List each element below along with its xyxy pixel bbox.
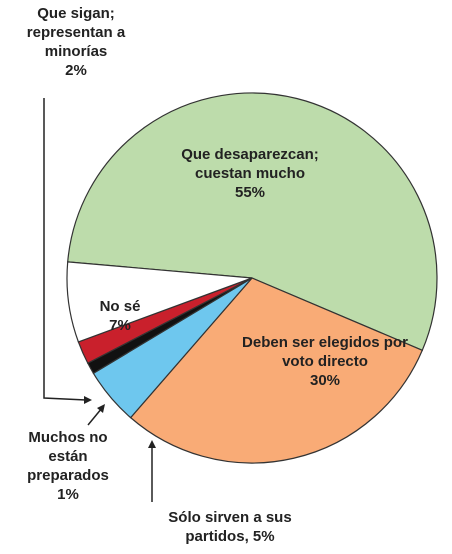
arrow-head <box>148 440 156 448</box>
slice-name: Sólo sirven a sus partidos, <box>168 509 292 545</box>
slice-value: 1% <box>57 486 79 503</box>
arrow-head <box>97 404 105 413</box>
leader-line <box>87 407 103 426</box>
slice-label: Deben ser elegidos por voto directo 30% <box>235 333 415 390</box>
slice-label: Sólo sirven a sus partidos, 5% <box>145 508 315 546</box>
pie-slice <box>66 261 253 343</box>
arrow-heads <box>84 396 156 448</box>
slice-label: Que sigan; representan a minorías 2% <box>24 4 129 80</box>
slice-label: Que desaparezcan; cuestan mucho 55% <box>155 145 345 202</box>
arrow-head <box>84 396 92 404</box>
slice-value: 5% <box>252 528 275 545</box>
pie-slice <box>129 277 424 464</box>
slice-value: 2% <box>65 62 87 79</box>
slice-name: Muchos no están preparados <box>27 429 109 484</box>
slice-label: Muchos no están preparados 1% <box>21 428 116 504</box>
slice-name: No sé <box>99 298 141 315</box>
slice-value: 55% <box>234 184 266 201</box>
slice-name: Que sigan; representan a minorías <box>26 5 126 60</box>
slice-name: Deben ser elegidos por voto directo <box>242 334 408 370</box>
slice-value: 7% <box>109 317 131 334</box>
slice-label: No sé 7% <box>90 297 150 335</box>
pie-slice <box>67 92 438 352</box>
leader-lines <box>43 98 153 502</box>
slice-name: Que desaparezcan; cuestan mucho <box>181 146 319 182</box>
slice-value: 30% <box>309 372 341 389</box>
leader-line <box>43 98 87 401</box>
